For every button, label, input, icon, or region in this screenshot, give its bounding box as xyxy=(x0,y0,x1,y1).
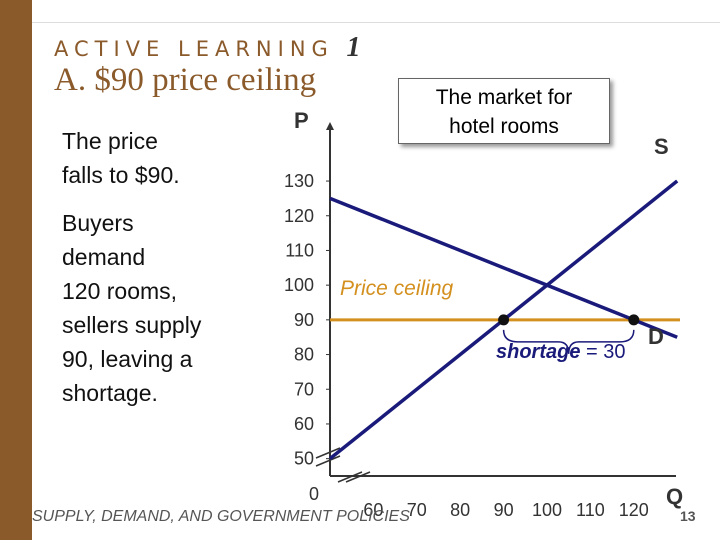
section-label: ACTIVE LEARNING 1 xyxy=(54,32,361,64)
x-axis-break xyxy=(345,471,371,483)
supply-label: S xyxy=(654,134,669,159)
top-divider xyxy=(32,22,720,23)
y-tick-label: 120 xyxy=(284,206,314,226)
price-ceiling-label: Price ceiling xyxy=(340,277,454,300)
x-tick-label: 120 xyxy=(619,500,649,520)
page-number: 13 xyxy=(680,508,696,524)
x-axis-label: Q xyxy=(666,484,683,509)
shortage-label-bold: shortage xyxy=(496,341,580,363)
section-label-text: ACTIVE LEARNING xyxy=(54,37,334,61)
left-accent-bar xyxy=(0,0,32,540)
y-axis-label: P xyxy=(294,108,309,133)
y-tick-label: 60 xyxy=(294,414,314,434)
y-axis-arrow xyxy=(326,122,334,130)
x-tick-label: 100 xyxy=(532,500,562,520)
body-line: demand xyxy=(62,244,146,270)
footer-text: SUPPLY, DEMAND, AND GOVERNMENT POLICIES xyxy=(32,508,410,525)
y-tick-label: 100 xyxy=(284,275,314,295)
shortage-brace xyxy=(502,329,635,354)
body-line: sellers supply xyxy=(62,312,202,338)
body-line: 120 rooms, xyxy=(62,278,178,304)
equilibrium-marker xyxy=(628,314,640,326)
body-line: 90, leaving a xyxy=(62,346,193,372)
body-line: The price xyxy=(62,128,158,154)
body-paragraph-1: The price falls to $90. xyxy=(62,124,180,192)
x-tick-label: 70 xyxy=(407,500,427,520)
x-tick-label: 60 xyxy=(363,500,383,520)
y-tick-label: 70 xyxy=(294,379,314,399)
market-title-box: The market for hotel rooms xyxy=(398,78,610,144)
market-title-line-1: The market for xyxy=(435,86,573,109)
demand-label: D xyxy=(648,324,664,349)
x-axis-break xyxy=(337,471,363,483)
y-tick-label: 110 xyxy=(285,240,314,260)
body-line: Buyers xyxy=(62,210,134,236)
page-title: A. $90 price ceiling xyxy=(54,62,317,98)
body-line: shortage. xyxy=(62,380,158,406)
x-tick-label: 80 xyxy=(450,500,470,520)
y-tick-label: 80 xyxy=(294,345,314,365)
market-title-line-2: hotel rooms xyxy=(449,115,559,138)
y-tick-label: 130 xyxy=(284,171,314,191)
x-tick-label: 110 xyxy=(576,500,605,520)
shortage-label-value: = 30 xyxy=(580,341,625,363)
body-line: falls to $90. xyxy=(62,162,180,188)
origin-label: 0 xyxy=(309,484,319,504)
y-axis-break xyxy=(315,447,341,459)
y-axis-break xyxy=(315,455,341,467)
y-tick-label: 90 xyxy=(294,310,314,330)
x-tick-label: 90 xyxy=(494,500,514,520)
shortage-label: shortage = 30 xyxy=(496,341,626,363)
series-line-d xyxy=(329,196,678,339)
body-paragraph-2: Buyers demand 120 rooms, sellers supply … xyxy=(62,206,201,410)
section-number: 1 xyxy=(346,32,361,63)
y-tick-label: 50 xyxy=(294,449,314,469)
equilibrium-marker xyxy=(498,314,510,326)
